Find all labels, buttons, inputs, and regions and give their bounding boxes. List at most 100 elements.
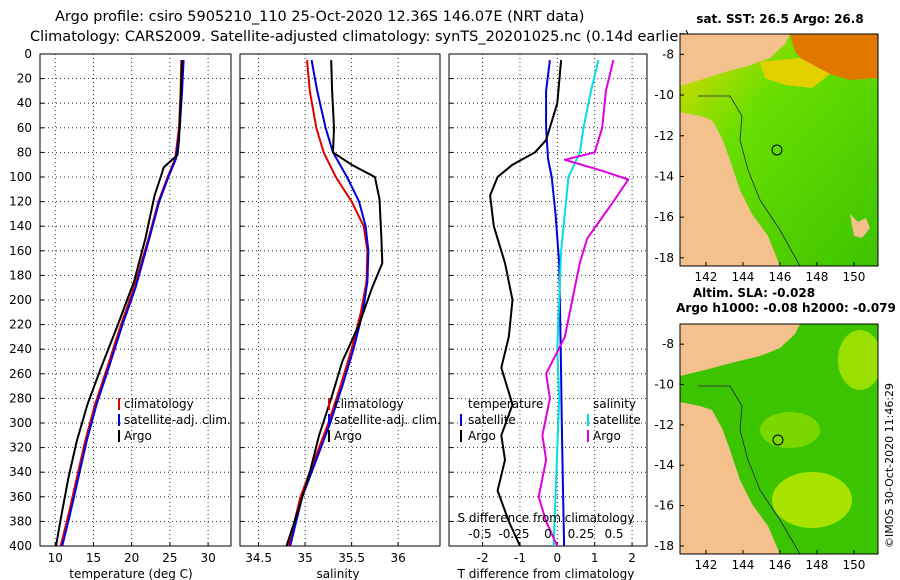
- s-difference-label: S difference from climatology: [458, 511, 635, 525]
- difference-x-tick-label: 1: [591, 551, 599, 565]
- temperature-x-tick-label: 20: [124, 551, 139, 565]
- legend-label-sal-satellite: satellite: [593, 413, 641, 427]
- map-lon-label: 148: [805, 558, 828, 572]
- legend-label-climatology: climatology: [124, 397, 194, 411]
- series-layer: [55, 59, 630, 546]
- sst-map-ticks: 142 144 146 148 150 -8 -10 -12 -14 -16 -18: [654, 47, 865, 284]
- legend-label-satellite: satellite-adj. clim.: [124, 413, 231, 427]
- map-lat-label: -8: [662, 337, 674, 351]
- map-lat-label: -16: [654, 210, 674, 224]
- legend-label-satellite: satellite-adj. clim.: [334, 413, 441, 427]
- map-lon-label: 146: [768, 558, 791, 572]
- s-diff-tick: 0: [544, 527, 552, 541]
- map-lon-label: 150: [842, 270, 865, 284]
- temperature-x-tick-label: 15: [86, 551, 101, 565]
- salinity-x-tick-label: 35: [297, 551, 312, 565]
- temperature-x-tick-label: 30: [200, 551, 215, 565]
- legend-label-temp-satellite: satellite: [468, 413, 516, 427]
- temperature-x-tick-label: 25: [162, 551, 177, 565]
- map-lat-label: -14: [654, 169, 674, 183]
- map-lon-label: 144: [731, 270, 754, 284]
- sst-argo-location: [771, 144, 783, 156]
- depth-tick-label: 220: [9, 318, 32, 332]
- map-lon-label: 142: [694, 270, 717, 284]
- sla-map: Altim. SLA: -0.028 Argo h1000: -0.08 h20…: [654, 286, 895, 572]
- sla-map-frame: [679, 323, 879, 555]
- depth-tick-label: 400: [9, 539, 32, 553]
- legend-title-temperature: temperature: [468, 397, 543, 411]
- sla-anomaly-1: [772, 472, 852, 528]
- difference-salinity-legend: salinity satellite Argo: [587, 397, 641, 443]
- map-lat-label: -18: [654, 539, 674, 553]
- map-lat-label: -10: [654, 378, 674, 392]
- map-lon-label: 148: [805, 270, 828, 284]
- salinity-x-tick-label: 35.5: [338, 551, 365, 565]
- series-line-temperature-argo: [489, 60, 563, 546]
- depth-tick-label: 340: [9, 465, 32, 479]
- depth-tick-label: 0: [24, 47, 32, 61]
- sst-map-title: sat. SST: 26.5 Argo: 26.8: [696, 12, 863, 26]
- sla-anomaly-3: [760, 412, 820, 448]
- depth-tick-label: 20: [17, 72, 32, 86]
- sla-shelf-contour: [698, 385, 801, 554]
- depth-tick-label: 60: [17, 121, 32, 135]
- series-line-temperature-satellite: [545, 59, 566, 546]
- difference-series-group: [489, 59, 630, 546]
- depth-axis: 0 20 40 60 80 100 120 140 160 180 200 220 240 260 280 3…: [9, 47, 32, 553]
- depth-tick-label: 40: [17, 96, 32, 110]
- temperature-series-group: [55, 60, 185, 546]
- depth-tick-label: 300: [9, 416, 32, 430]
- map-lat-label: -8: [662, 47, 674, 61]
- s-diff-tick: 0.25: [568, 527, 595, 541]
- depth-tick-label: 320: [9, 441, 32, 455]
- depth-tick-label: 80: [17, 145, 32, 159]
- sla-map-ticks: 142 144 146 148 150 -8 -10 -12 -14 -16 -18: [654, 337, 865, 572]
- difference-x-tick-label: 2: [628, 551, 636, 565]
- grid-layer: [40, 53, 647, 547]
- depth-tick-label: 280: [9, 391, 32, 405]
- depth-tick-label: 180: [9, 268, 32, 282]
- legend-label-climatology: climatology: [334, 397, 404, 411]
- series-line-salinity-satellite: [552, 59, 600, 546]
- legend-label-temp-argo: Argo: [468, 429, 496, 443]
- sst-map: sat. SST: 26.5 Argo: 26.8 142 144 146 148 15…: [654, 12, 879, 284]
- sla-argo-location: [772, 434, 784, 446]
- map-lon-label: 142: [694, 558, 717, 572]
- salinity-legend: climatology satellite-adj. clim. Argo: [328, 397, 441, 443]
- series-line-satellite-adj-clim-: [289, 59, 370, 546]
- s-difference-ticks: -0.5 -0.25 0 0.25 0.5: [468, 527, 623, 541]
- sst-yellow-patch: [760, 58, 830, 88]
- map-lon-label: 146: [768, 270, 791, 284]
- sla-anomaly-2: [838, 330, 878, 390]
- map-lat-label: -16: [654, 499, 674, 513]
- temperature-legend: climatology satellite-adj. clim. Argo: [118, 397, 231, 443]
- s-diff-tick: 0.5: [604, 527, 623, 541]
- depth-tick-label: 360: [9, 490, 32, 504]
- sst-land-east: [850, 214, 870, 238]
- depth-tick-label: 260: [9, 367, 32, 381]
- legend-label-argo: Argo: [334, 429, 362, 443]
- depth-tick-label: 240: [9, 342, 32, 356]
- depth-tick-label: 160: [9, 244, 32, 258]
- salinity-series-group: [285, 59, 384, 546]
- depth-tick-label: 120: [9, 195, 32, 209]
- salinity-xlabel: salinity: [316, 567, 359, 580]
- series-line-salinity-argo: [537, 59, 630, 546]
- depth-tick-label: 100: [9, 170, 32, 184]
- sst-shelf-contour: [698, 95, 801, 266]
- depth-tick-label: 380: [9, 514, 32, 528]
- difference-x-tick-label: 0: [554, 551, 562, 565]
- legend-label-argo: Argo: [124, 429, 152, 443]
- difference-xlabel: T difference from climatology: [457, 567, 635, 580]
- map-lon-label: 150: [842, 558, 865, 572]
- temperature-xlabel: temperature (deg C): [69, 567, 192, 580]
- sst-land-north: [680, 34, 790, 86]
- difference-temperature-legend: temperature satellite Argo: [460, 397, 543, 443]
- sst-land-cape-york: [680, 112, 780, 266]
- legend-label-sal-argo: Argo: [593, 429, 621, 443]
- imos-watermark: ©IMOS 30-Oct-2020 11:46:29: [883, 383, 896, 548]
- map-lat-label: -18: [654, 251, 674, 265]
- series-line-argo: [55, 60, 184, 546]
- sla-land-cape-york: [680, 402, 780, 554]
